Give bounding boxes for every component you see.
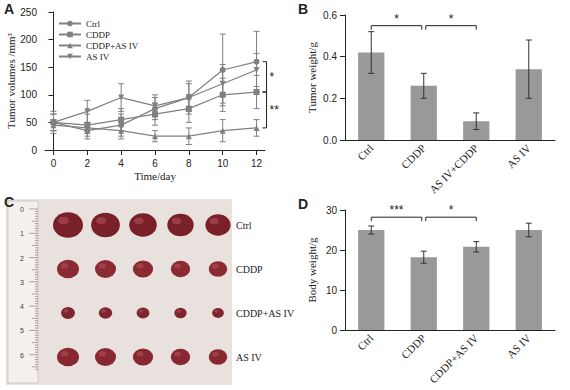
svg-text:***: ***	[389, 203, 403, 217]
svg-text:*: *	[449, 203, 454, 217]
svg-text:Ctrl: Ctrl	[86, 19, 101, 29]
svg-text:0.4: 0.4	[323, 51, 337, 62]
svg-text:CDDP+AS IV: CDDP+AS IV	[86, 41, 139, 51]
svg-text:5: 5	[20, 327, 24, 334]
svg-text:0: 0	[331, 325, 337, 336]
svg-text:AS IV: AS IV	[504, 142, 533, 171]
svg-text:CDDP: CDDP	[399, 332, 428, 361]
svg-text:D: D	[298, 196, 308, 212]
svg-text:50: 50	[26, 117, 38, 128]
svg-text:Tumor volumes /mm³: Tumor volumes /mm³	[5, 32, 17, 128]
svg-text:CDDP+AS IV: CDDP+AS IV	[236, 308, 295, 319]
svg-text:6: 6	[152, 158, 158, 169]
svg-text:0.2: 0.2	[323, 93, 337, 104]
svg-text:10: 10	[217, 158, 229, 169]
svg-text:*: *	[449, 12, 454, 26]
svg-text:100: 100	[20, 89, 37, 100]
svg-text:0: 0	[51, 158, 57, 169]
svg-text:30: 30	[326, 205, 338, 216]
svg-text:8: 8	[186, 158, 192, 169]
svg-text:AS IV: AS IV	[504, 332, 533, 361]
svg-text:CDDP: CDDP	[399, 142, 428, 171]
svg-text:*: *	[270, 70, 275, 84]
svg-text:4: 4	[118, 158, 124, 169]
svg-text:1: 1	[20, 230, 24, 237]
svg-text:0.0: 0.0	[323, 135, 337, 146]
svg-text:0.6: 0.6	[323, 10, 337, 21]
svg-text:CDDP+AS IV: CDDP+AS IV	[427, 332, 481, 386]
svg-text:6: 6	[20, 352, 24, 359]
svg-text:B: B	[298, 1, 308, 17]
svg-text:Ctrl: Ctrl	[236, 220, 252, 231]
svg-text:0: 0	[31, 145, 37, 156]
svg-text:20: 20	[326, 245, 338, 256]
svg-text:12: 12	[251, 158, 263, 169]
svg-text:200: 200	[20, 34, 37, 45]
svg-text:Ctrl: Ctrl	[355, 332, 376, 353]
svg-text:AS IV: AS IV	[86, 52, 110, 62]
svg-text:AS IV+CDDP: AS IV+CDDP	[427, 142, 481, 196]
svg-text:Ctrl: Ctrl	[355, 142, 376, 163]
svg-text:3: 3	[20, 279, 24, 286]
svg-text:250: 250	[20, 7, 37, 18]
svg-text:2: 2	[20, 255, 24, 262]
svg-text:A: A	[4, 1, 14, 17]
svg-text:*: *	[394, 12, 399, 26]
svg-text:Time/day: Time/day	[134, 170, 176, 182]
svg-text:150: 150	[20, 62, 37, 73]
svg-text:CDDP: CDDP	[86, 30, 110, 40]
svg-text:Body weight/g: Body weight/g	[306, 237, 318, 303]
svg-text:4: 4	[20, 303, 24, 310]
svg-text:**: **	[270, 103, 280, 117]
svg-text:Tumor weight/g: Tumor weight/g	[306, 42, 318, 113]
svg-text:AS IV: AS IV	[236, 352, 263, 363]
svg-text:10: 10	[326, 285, 338, 296]
svg-text:C: C	[4, 195, 14, 210]
svg-text:2: 2	[85, 158, 91, 169]
svg-text:CDDP: CDDP	[236, 264, 263, 275]
svg-text:0: 0	[20, 206, 24, 213]
